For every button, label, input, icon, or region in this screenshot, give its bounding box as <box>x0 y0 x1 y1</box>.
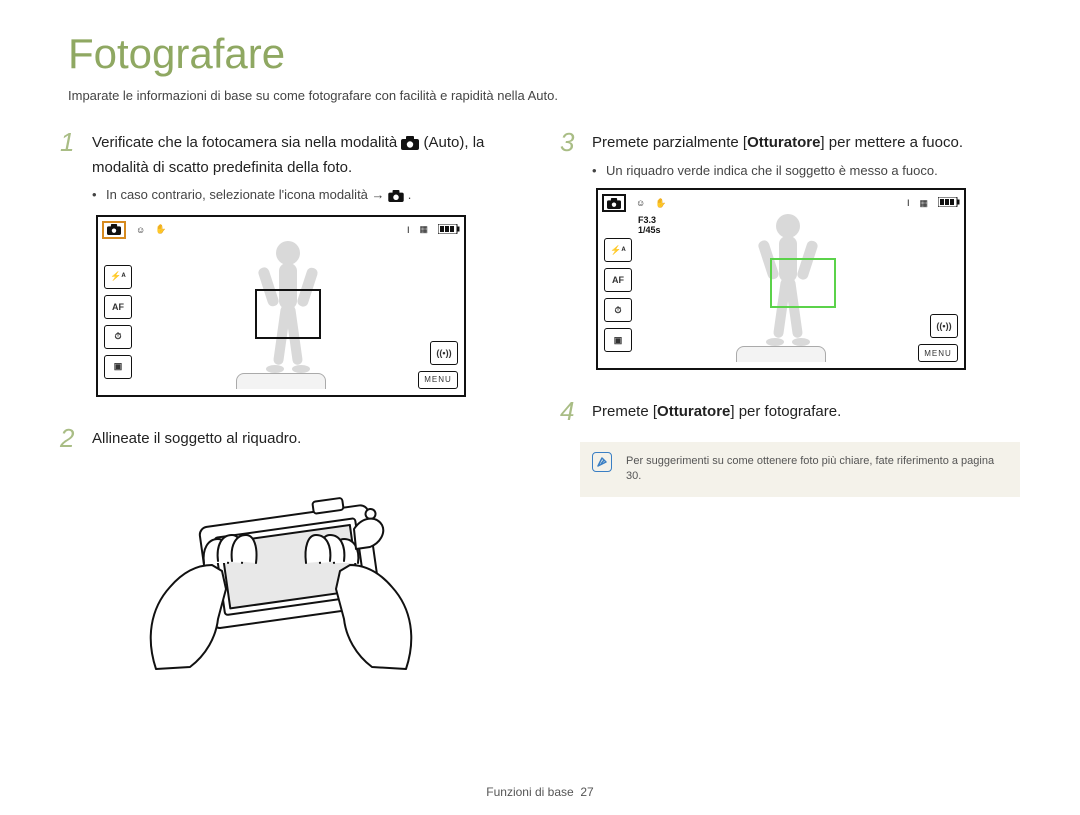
footer-section: Funzioni di base <box>486 785 573 799</box>
step3-text-a: Premete parzialmente [ <box>592 134 747 151</box>
step1-text-a: Veriﬁcate che la fotocamera sia nella mo… <box>92 134 401 151</box>
left-column: 1 Veriﬁcate che la fotocamera sia nella … <box>60 129 520 689</box>
flash-icon: ⚡ᴬ <box>104 265 132 289</box>
timer-icon: ⏱ <box>604 298 632 322</box>
hand-icon: ✋ <box>655 198 666 209</box>
step-number: 2 <box>60 425 82 451</box>
hand-icon: ✋ <box>155 224 166 235</box>
quality-icon: ▦ <box>419 224 428 235</box>
step-text: Veriﬁcate che la fotocamera sia nella mo… <box>92 129 520 179</box>
step3-text-b: ] per mettere a fuoco. <box>820 134 963 151</box>
focus-rectangle <box>255 289 321 339</box>
ground-marker <box>236 373 326 389</box>
res-label: I <box>907 198 910 208</box>
meter-icon: ▣ <box>604 328 632 352</box>
menu-button: MENU <box>418 371 458 389</box>
exposure-readout: F3.3 1/45s <box>638 216 661 236</box>
step-number: 4 <box>560 398 582 424</box>
lcd-screenshot-1: ☺ ✋ I ▦ ⚡ᴬ AF ⏱ ▣ <box>96 215 520 397</box>
face-icon: ☺ <box>636 198 645 208</box>
mode-icon <box>602 194 626 212</box>
flash-icon: ⚡ᴬ <box>604 238 632 262</box>
step-3: 3 Premete parzialmente [Otturatore] per … <box>560 129 1020 155</box>
note-text: Per suggerimenti su come ottenere foto p… <box>626 455 994 482</box>
step4-text-b: ] per fotografare. <box>730 403 841 420</box>
page-title: Fotografare <box>68 30 1020 78</box>
step3-bold: Otturatore <box>747 134 820 151</box>
step1-bullet-b: . <box>408 187 412 202</box>
menu-button: MENU <box>918 344 958 362</box>
wifi-icon: ((•)) <box>430 341 458 365</box>
step-text: Premete parzialmente [Otturatore] per me… <box>592 129 963 155</box>
meter-icon: ▣ <box>104 355 132 379</box>
step-number: 1 <box>60 129 82 179</box>
page-subtitle: Imparate le informazioni di base su come… <box>68 88 1020 103</box>
footer-page: 27 <box>580 785 593 799</box>
shutter-value: 1/45s <box>638 226 661 236</box>
step-4: 4 Premete [Otturatore] per fotografare. <box>560 398 1020 424</box>
battery-icon <box>438 224 460 236</box>
tip-note: Per suggerimenti su come ottenere foto p… <box>580 442 1020 497</box>
camera-icon <box>388 190 404 205</box>
af-icon: AF <box>104 295 132 319</box>
mode-icon-highlighted <box>102 221 126 239</box>
step-2: 2 Allineate il soggetto al riquadro. <box>60 425 520 451</box>
res-label: I <box>407 225 410 235</box>
note-icon <box>592 452 612 472</box>
step4-text-a: Premete [ <box>592 403 657 420</box>
wifi-icon: ((•)) <box>930 314 958 338</box>
step1-bullet-a: In caso contrario, selezionate l'icona m… <box>106 187 388 202</box>
focus-rectangle-green <box>770 258 836 308</box>
hands-holding-camera-illustration <box>96 459 466 689</box>
step4-bold: Otturatore <box>657 403 730 420</box>
ground-marker <box>736 346 826 362</box>
timer-icon: ⏱ <box>104 325 132 349</box>
face-icon: ☺ <box>136 225 145 235</box>
step-number: 3 <box>560 129 582 155</box>
step-text: Allineate il soggetto al riquadro. <box>92 425 301 451</box>
right-column: 3 Premete parzialmente [Otturatore] per … <box>560 129 1020 689</box>
content-columns: 1 Veriﬁcate che la fotocamera sia nella … <box>60 129 1020 689</box>
camera-icon <box>401 135 419 157</box>
quality-icon: ▦ <box>919 198 928 209</box>
step-1: 1 Veriﬁcate che la fotocamera sia nella … <box>60 129 520 179</box>
lcd-screenshot-2: ☺ ✋ I ▦ F3.3 1/45s ⚡ᴬ <box>596 188 1020 370</box>
page-footer: Funzioni di base 27 <box>0 785 1080 799</box>
battery-icon <box>938 197 960 209</box>
step3-bullet: Un riquadro verde indica che il soggetto… <box>606 163 1020 178</box>
step-text: Premete [Otturatore] per fotografare. <box>592 398 841 424</box>
af-icon: AF <box>604 268 632 292</box>
step1-bullet: In caso contrario, selezionate l'icona m… <box>106 187 520 205</box>
